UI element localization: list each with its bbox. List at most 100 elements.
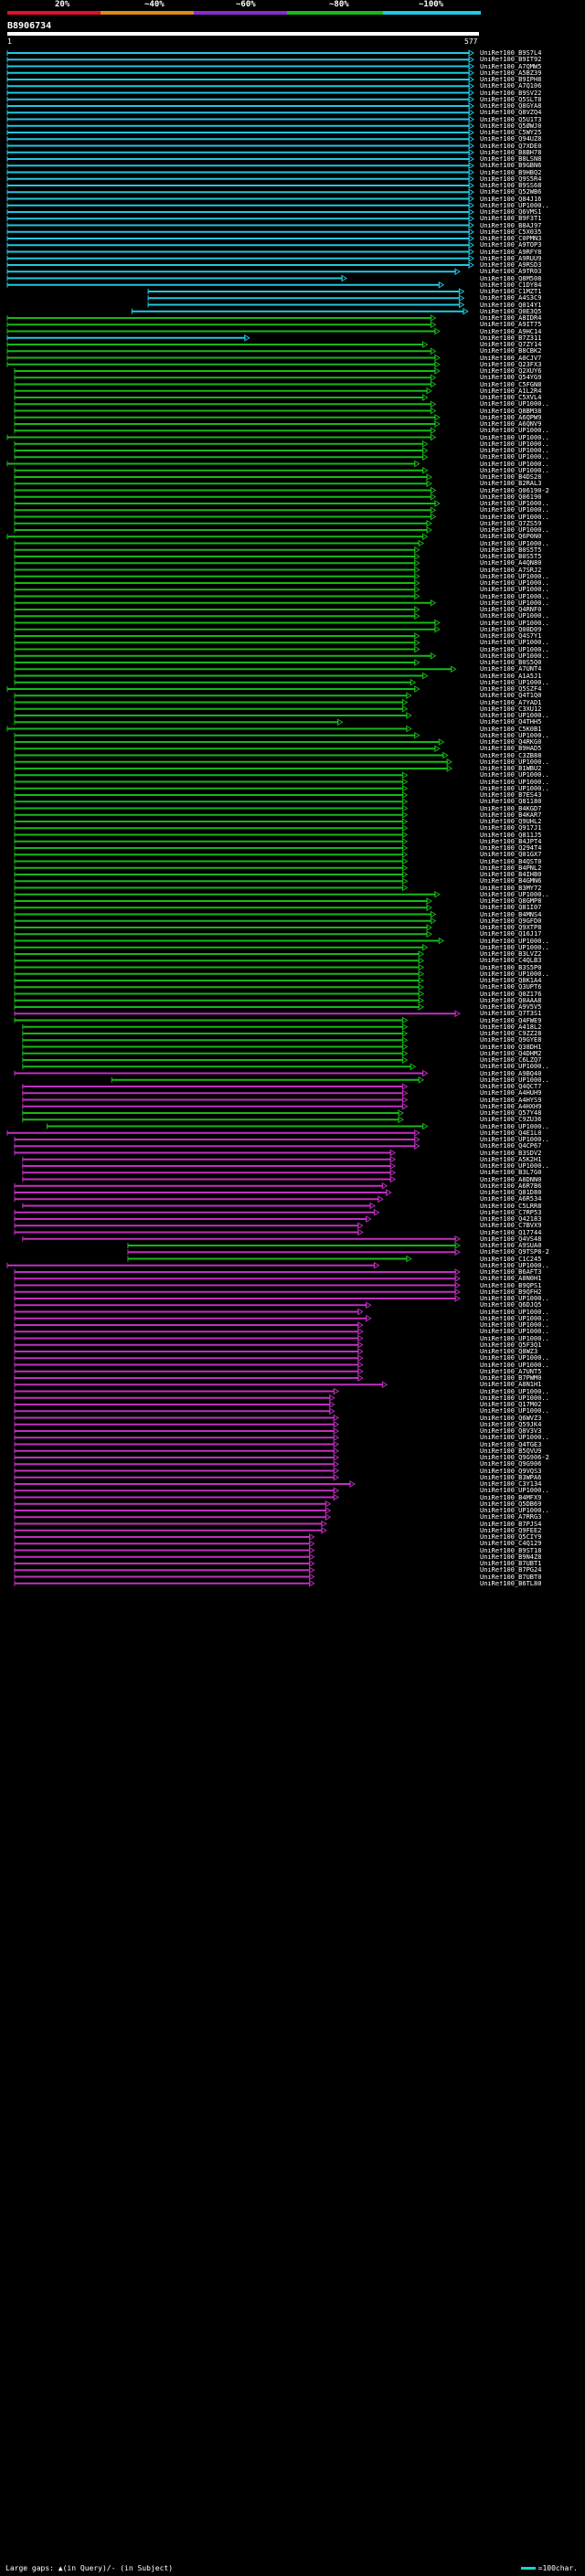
hit-label[interactable]: UniRef100_A5K2H1	[480, 1156, 542, 1163]
hit-label[interactable]: UniRef100_UP1000..	[480, 461, 549, 468]
hit-bar[interactable]	[6, 228, 474, 236]
hit-bar[interactable]	[14, 751, 449, 759]
hit-label[interactable]: UniRef100_Q08D09	[480, 626, 542, 633]
hit-label[interactable]: UniRef100_B0S5T5	[480, 546, 542, 554]
hit-bar[interactable]	[6, 142, 474, 150]
hit-bar[interactable]	[14, 519, 432, 527]
hit-bar[interactable]	[22, 1116, 404, 1124]
hit-bar[interactable]	[14, 486, 437, 494]
hit-label[interactable]: UniRef100_C7BVX9	[480, 1223, 542, 1230]
hit-bar[interactable]	[14, 857, 409, 865]
hit-bar[interactable]	[14, 1520, 327, 1528]
hit-label[interactable]: UniRef100_Q4DHM2	[480, 1050, 542, 1057]
hit-bar[interactable]	[14, 1341, 364, 1349]
hit-label[interactable]: UniRef100_UP1000..	[480, 1137, 549, 1143]
hit-bar[interactable]	[22, 1169, 397, 1177]
hit-label[interactable]: UniRef100_Q5SLT8	[480, 96, 542, 103]
hit-label[interactable]: UniRef100_Q811J5	[480, 832, 542, 839]
hit-bar[interactable]	[22, 1235, 461, 1243]
hit-bar[interactable]	[14, 394, 429, 401]
hit-bar[interactable]	[147, 288, 465, 295]
hit-label[interactable]: UniRef100_B9N4Z8	[480, 1553, 542, 1561]
hit-bar[interactable]	[14, 500, 441, 507]
hit-label[interactable]: UniRef100_Q4S7Y1	[480, 633, 542, 640]
hit-bar[interactable]	[14, 778, 409, 786]
hit-label[interactable]: UniRef100_B9QPS1	[480, 1282, 542, 1289]
hit-bar[interactable]	[14, 480, 432, 488]
hit-label[interactable]: UniRef100_C4QLB3	[480, 958, 542, 965]
hit-bar[interactable]	[14, 950, 425, 958]
hit-label[interactable]: UniRef100_A6QNV9	[480, 421, 542, 428]
hit-label[interactable]: UniRef100_UP1000..	[480, 540, 549, 547]
hit-bar[interactable]	[14, 539, 425, 547]
hit-bar[interactable]	[14, 1573, 315, 1581]
hit-bar[interactable]	[14, 513, 437, 521]
hit-label[interactable]: UniRef100_A9HC14	[480, 328, 542, 335]
hit-bar[interactable]	[14, 1003, 425, 1011]
hit-bar[interactable]	[14, 1149, 397, 1157]
hit-label[interactable]: UniRef100_UP1000..	[480, 593, 549, 600]
hit-label[interactable]: UniRef100_UP1000..	[480, 202, 549, 209]
hit-bar[interactable]	[127, 1248, 461, 1256]
hit-label[interactable]: UniRef100_Q294T4	[480, 845, 542, 852]
hit-bar[interactable]	[14, 599, 437, 607]
hit-label[interactable]: UniRef100_B6TL80	[480, 1580, 542, 1587]
hit-bar[interactable]	[6, 1129, 420, 1137]
hit-label[interactable]: UniRef100_Q4VS48	[480, 1235, 542, 1243]
hit-bar[interactable]	[14, 930, 432, 938]
hit-bar[interactable]	[111, 1076, 425, 1084]
hit-bar[interactable]	[14, 506, 437, 514]
hit-label[interactable]: UniRef100_B4QST0	[480, 858, 542, 865]
hit-bar[interactable]	[6, 533, 429, 541]
hit-label[interactable]: UniRef100_B4IHB0	[480, 872, 542, 878]
hit-bar[interactable]	[14, 559, 420, 567]
hit-bar[interactable]	[14, 1454, 340, 1461]
hit-label[interactable]: UniRef100_B9SV22	[480, 90, 542, 97]
hit-label[interactable]: UniRef100_Q4FWE9	[480, 1017, 542, 1024]
hit-label[interactable]: UniRef100_A418L2	[480, 1023, 542, 1031]
hit-bar[interactable]	[22, 1102, 409, 1110]
hit-bar[interactable]	[14, 1427, 340, 1435]
hit-label[interactable]: UniRef100_C5XVL4	[480, 395, 542, 401]
hit-bar[interactable]	[14, 943, 429, 951]
hit-label[interactable]: UniRef100_A9RFY8	[480, 249, 542, 256]
hit-label[interactable]: UniRef100_B9HBQ2	[480, 169, 542, 176]
hit-label[interactable]: UniRef100_A0CJV7	[480, 355, 542, 362]
hit-label[interactable]: UniRef100_Q6DJQ5	[480, 1302, 542, 1309]
hit-label[interactable]: UniRef100_A4S3C9	[480, 295, 542, 302]
hit-label[interactable]: UniRef100_C5X035	[480, 228, 542, 236]
hit-bar[interactable]	[14, 890, 441, 898]
hit-bar[interactable]	[14, 1546, 315, 1554]
hit-label[interactable]: UniRef100_Q17M02	[480, 1402, 542, 1408]
hit-bar[interactable]	[14, 427, 437, 435]
hit-label[interactable]: UniRef100_Q6P0N0	[480, 534, 542, 541]
hit-label[interactable]: UniRef100_Q917J1	[480, 825, 542, 832]
hit-bar[interactable]	[14, 738, 445, 746]
hit-label[interactable]: UniRef100_B7PWM0	[480, 1375, 542, 1382]
hit-label[interactable]: UniRef100_Q9GYE8	[480, 1037, 542, 1044]
hit-label[interactable]: UniRef100_B9ST18	[480, 1547, 542, 1554]
hit-label[interactable]: UniRef100_UP1000..	[480, 944, 549, 951]
hit-bar[interactable]	[14, 1540, 315, 1548]
hit-label[interactable]: UniRef100_B3MY72	[480, 885, 542, 892]
hit-label[interactable]: UniRef100_UP1000..	[480, 454, 549, 461]
hit-bar[interactable]	[6, 360, 441, 368]
hit-bar[interactable]	[14, 546, 420, 554]
hit-label[interactable]: UniRef100_B9HAD5	[480, 746, 542, 753]
hit-label[interactable]: UniRef100_Q8BM38	[480, 408, 542, 415]
hit-label[interactable]: UniRef100_UP1000..	[480, 1435, 549, 1442]
hit-label[interactable]: UniRef100_B8AJ97	[480, 222, 542, 229]
hit-label[interactable]: UniRef100_A1A5J1	[480, 673, 542, 680]
hit-bar[interactable]	[14, 864, 409, 872]
hit-label[interactable]: UniRef100_C6LZQ7	[480, 1057, 542, 1064]
hit-bar[interactable]	[14, 407, 437, 415]
hit-bar[interactable]	[14, 1301, 372, 1309]
hit-bar[interactable]	[14, 1295, 461, 1302]
hit-bar[interactable]	[6, 347, 437, 355]
hit-label[interactable]: UniRef100_UP1000..	[480, 713, 549, 719]
hit-bar[interactable]	[6, 215, 474, 223]
hit-bar[interactable]	[14, 367, 441, 375]
hit-label[interactable]: UniRef100_UP1000..	[480, 501, 549, 507]
hit-bar[interactable]	[14, 606, 420, 613]
hit-label[interactable]: UniRef100_Q9GFD0	[480, 917, 542, 925]
